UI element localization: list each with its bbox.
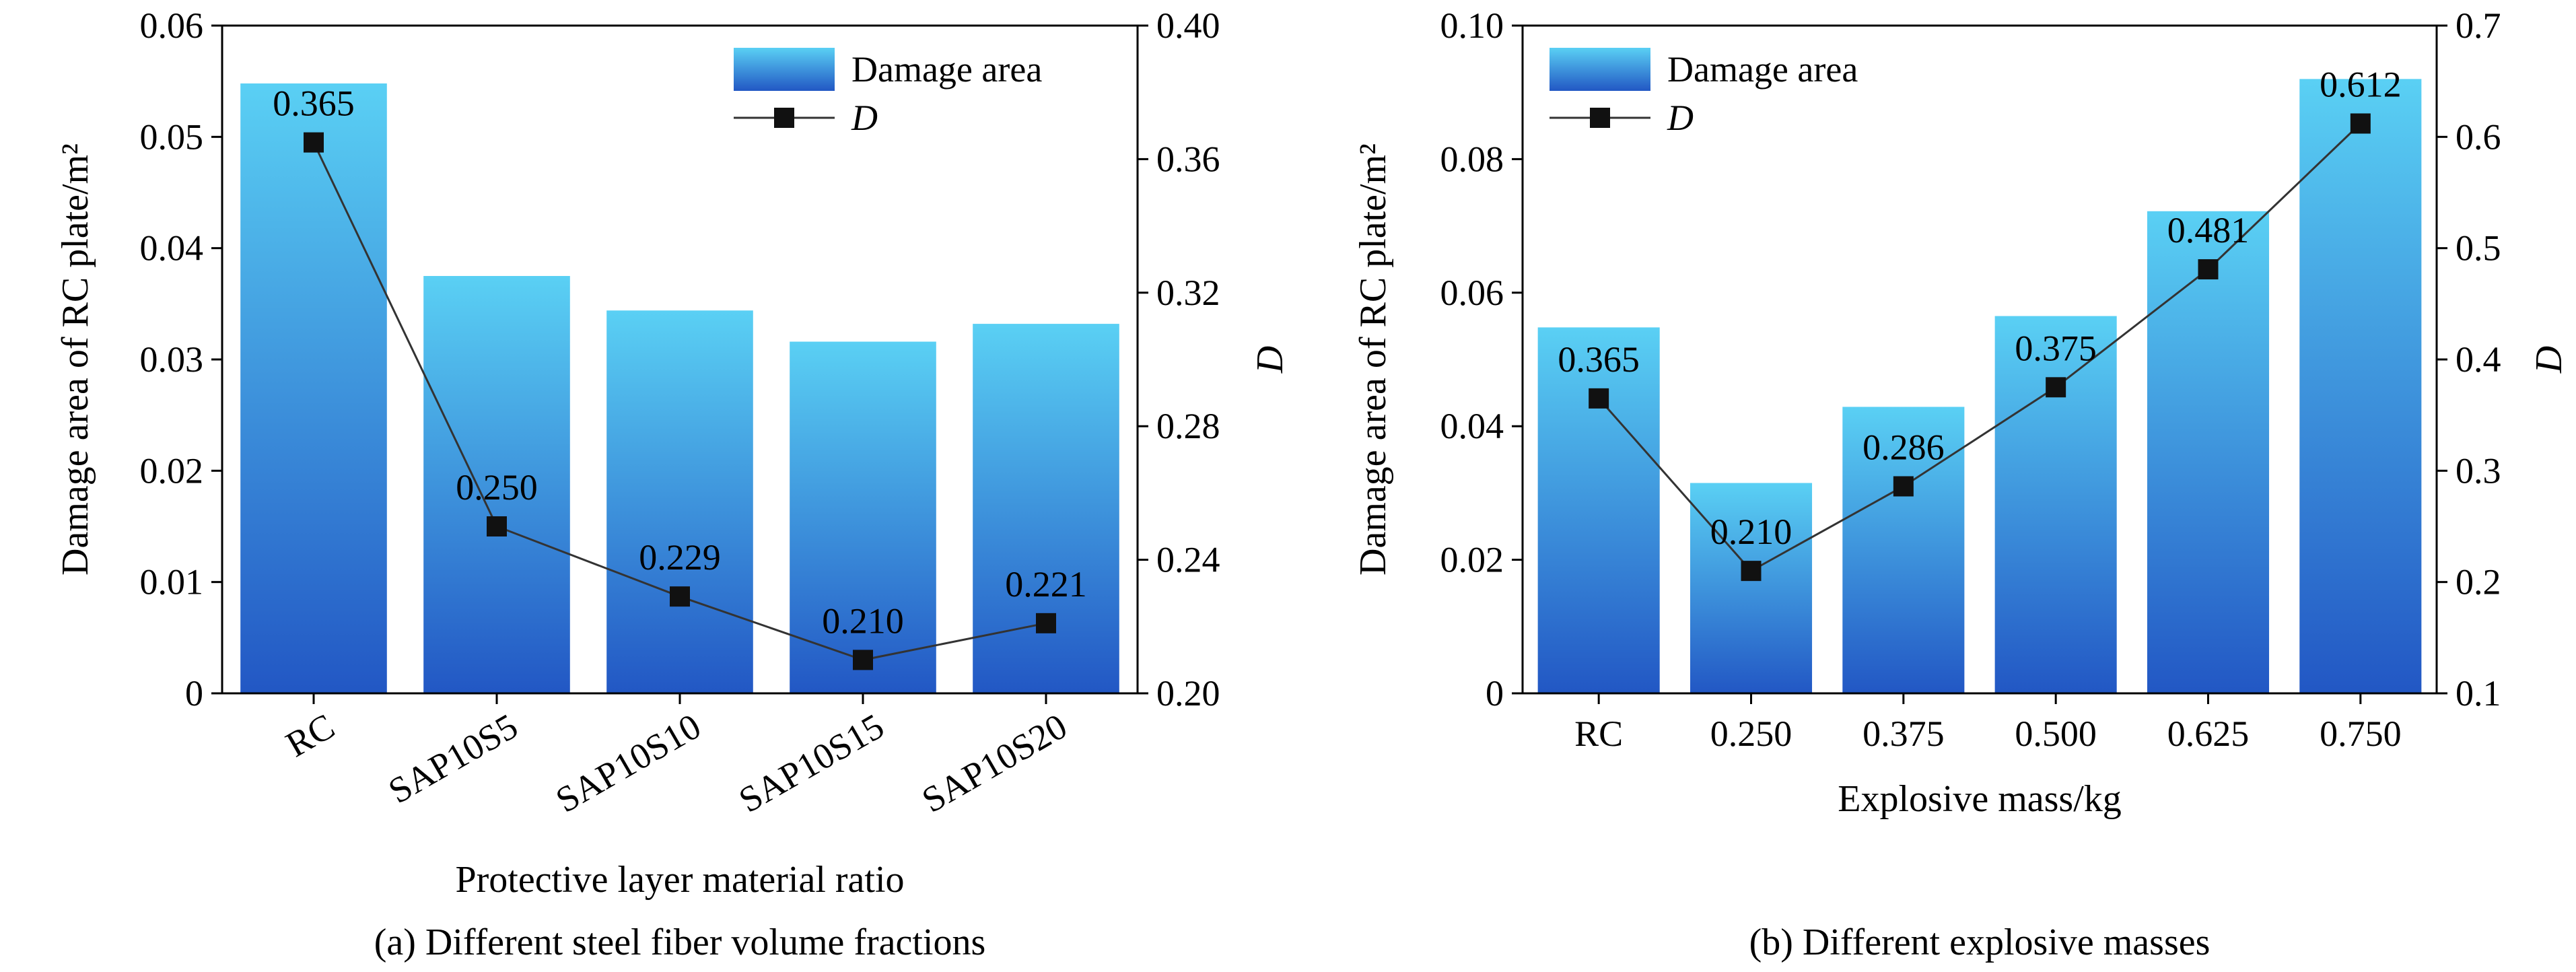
legend-line-label: D	[851, 98, 878, 138]
legend-bar-swatch	[734, 48, 835, 91]
legend-line-label: D	[1667, 98, 1694, 138]
y-tick-label-right: 0.6	[2456, 116, 2501, 157]
y-tick-label-left: 0.06	[140, 5, 204, 46]
legend-square-marker-icon	[774, 108, 794, 128]
axes: 0 0.02 0.04 0.06 0.08 0.10 0.1 0.2 0.3 0.4 0.5 0.6 0…	[1440, 5, 2501, 754]
d-value-label: 0.365	[273, 83, 355, 124]
y-tick-label-left: 0.05	[140, 116, 204, 157]
y-tick-label-left: 0.04	[140, 228, 204, 269]
d-line-series: 0.365 0.250 0.229 0.210 0.221	[273, 83, 1087, 670]
y-axis-title-left: Damage area of RC plate/m²	[55, 143, 96, 576]
d-value-label: 0.365	[1558, 339, 1640, 380]
y-axis-title-left: Damage area of RC plate/m²	[1352, 143, 1394, 576]
panel-caption: (b) Different explosive masses	[1749, 922, 2211, 963]
d-value-label: 0.221	[1005, 564, 1087, 604]
legend-square-marker-icon	[1590, 108, 1610, 128]
y-tick-label-left: 0.10	[1440, 5, 1504, 46]
y-tick-label-right: 0.1	[2456, 673, 2501, 714]
x-tick-label: 0.500	[2015, 714, 2097, 754]
x-tick-label: 0.750	[2320, 714, 2402, 754]
d-value-label: 0.481	[2167, 210, 2250, 250]
y-tick-label-left: 0.02	[140, 450, 204, 491]
x-axis-title: Explosive mass/kg	[1838, 778, 2122, 820]
legend: Damage area D	[734, 48, 1042, 138]
d-value-label: 0.210	[822, 600, 904, 641]
y-tick-label-right: 0.36	[1156, 139, 1220, 179]
x-tick-label: SAP10S10	[549, 705, 707, 821]
d-marker-0.750	[2350, 113, 2371, 134]
x-tick-label: SAP10S20	[915, 705, 1074, 821]
y-tick-label-right: 0.7	[2456, 5, 2501, 46]
d-marker-0.625	[2198, 259, 2219, 280]
x-tick-label: SAP10S15	[732, 705, 891, 821]
bar-0.750	[2299, 79, 2422, 694]
y-tick-label-left: 0.01	[140, 562, 204, 602]
y-tick-label-right: 0.20	[1156, 673, 1220, 714]
legend: Damage area D	[1550, 48, 1858, 138]
y-tick-label-right: 0.28	[1156, 406, 1220, 446]
bar-0.625	[2147, 211, 2270, 693]
d-marker-0.250	[1741, 561, 1762, 582]
bar-SAP10S20	[973, 324, 1119, 693]
y-tick-label-right: 0.40	[1156, 5, 1220, 46]
d-marker-SAP10S5	[487, 516, 507, 536]
bar-SAP10S10	[606, 310, 753, 694]
d-marker-0.500	[2046, 377, 2066, 398]
d-marker-SAP10S10	[670, 586, 690, 607]
d-value-label: 0.286	[1863, 427, 1945, 467]
y-tick-label-right: 0.24	[1156, 540, 1220, 580]
y-tick-label-right: 0.5	[2456, 228, 2501, 269]
y-axis-title-right: D	[2528, 346, 2570, 374]
panel-a: 0.365 0.250 0.229 0.210 0.221 0 0.01 0.02 0.03 0…	[55, 5, 1291, 963]
panel-b: 0.365 0.210 0.286 0.375 0.481 0.612 0 0.02 0.04…	[1352, 5, 2570, 963]
x-tick-label: 0.625	[2167, 714, 2250, 754]
bar-0.250	[1690, 483, 1813, 693]
legend-bar-label: Damage area	[851, 49, 1042, 90]
y-tick-label-right: 0.32	[1156, 273, 1220, 313]
bar-RC	[1537, 327, 1660, 693]
legend-bar-label: Damage area	[1667, 49, 1858, 90]
x-tick-label: SAP10S5	[382, 705, 524, 811]
d-value-label: 0.375	[2015, 328, 2097, 368]
bar-SAP10S15	[790, 341, 936, 694]
x-tick-label: 0.250	[1710, 714, 1792, 754]
y-tick-label-left: 0.04	[1440, 406, 1504, 446]
y-tick-label-right: 0.3	[2456, 450, 2501, 491]
y-tick-label-left: 0	[1486, 673, 1504, 714]
y-tick-label-left: 0.06	[1440, 273, 1504, 313]
y-tick-label-left: 0	[185, 673, 203, 714]
y-tick-label-right: 0.2	[2456, 562, 2501, 602]
bar-0.375	[1842, 407, 1965, 693]
bar-series	[1537, 79, 2422, 694]
x-tick-label: 0.375	[1863, 714, 1945, 754]
d-line	[1598, 123, 2361, 573]
y-axis-title-right: D	[1249, 346, 1291, 374]
bar-SAP10S5	[423, 276, 570, 693]
legend-bar-swatch	[1550, 48, 1650, 91]
d-marker-RC	[304, 132, 324, 153]
d-value-label: 0.612	[2320, 64, 2402, 104]
d-marker-SAP10S15	[853, 650, 873, 670]
d-marker-0.375	[1893, 476, 1914, 497]
bar-RC	[240, 83, 387, 694]
d-value-label: 0.210	[1710, 512, 1792, 552]
bar-0.500	[1994, 316, 2117, 693]
d-line-series: 0.365 0.210 0.286 0.375 0.481 0.612	[1558, 64, 2402, 582]
d-marker-SAP10S20	[1036, 613, 1056, 633]
x-tick-label: RC	[1574, 714, 1623, 754]
d-value-label: 0.250	[456, 467, 538, 508]
panel-caption: (a) Different steel fiber volume fractio…	[374, 922, 986, 963]
d-value-label: 0.229	[639, 537, 721, 578]
y-tick-label-left: 0.02	[1440, 540, 1504, 580]
d-marker-RC	[1589, 388, 1609, 409]
y-tick-label-left: 0.03	[140, 339, 204, 380]
x-tick-label: RC	[279, 705, 341, 765]
y-tick-label-left: 0.08	[1440, 139, 1504, 179]
x-axis-title: Protective layer material ratio	[455, 859, 904, 901]
y-tick-label-right: 0.4	[2456, 339, 2501, 380]
